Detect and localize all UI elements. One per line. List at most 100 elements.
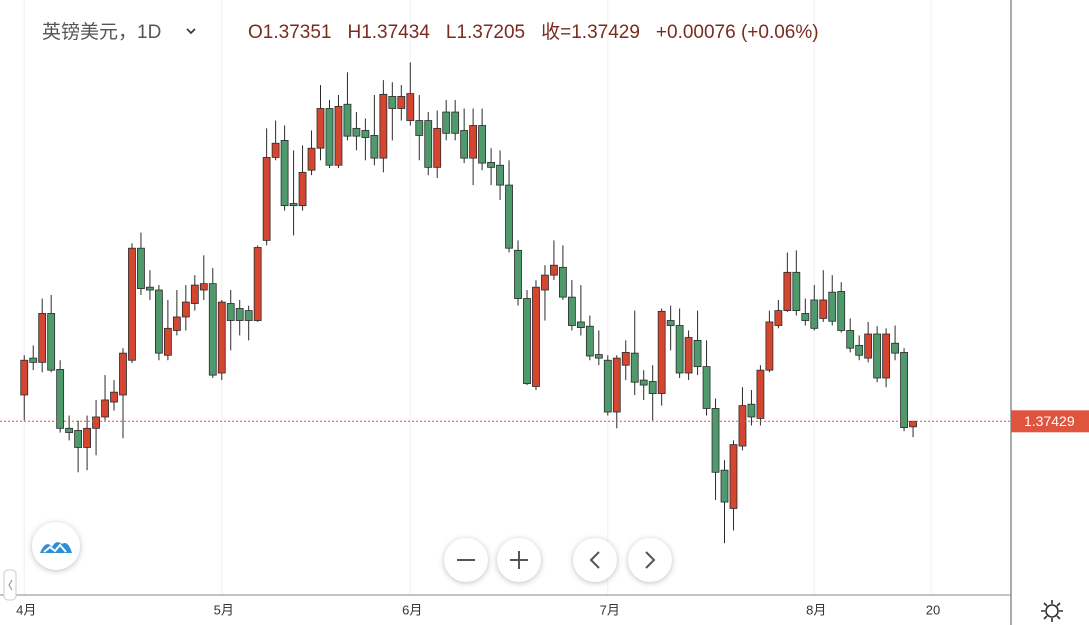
candle-body: [855, 344, 864, 356]
candle-body: [585, 325, 594, 357]
candle-body: [146, 286, 154, 291]
x-tick-label: 8月: [806, 602, 826, 617]
candle-body: [235, 308, 244, 321]
grid: 4月 5月 6月 7月 8月 20: [16, 0, 940, 617]
candle-body: [280, 140, 289, 207]
candle-body: [873, 333, 882, 379]
candle-body: [711, 408, 720, 473]
candle-body: [379, 93, 388, 159]
ohlc-value: L1.37205: [446, 22, 525, 43]
candle-body: [47, 313, 56, 371]
candle-body: [190, 284, 199, 304]
candle-body: [415, 120, 424, 136]
candle-body: [612, 357, 621, 413]
ohlc-header: O1.37351 H1.37434 L1.37205 收=1.37429 +0.0007…: [248, 21, 819, 43]
candle-body: [487, 161, 495, 168]
candle-body: [244, 310, 253, 321]
candle-body: [20, 359, 29, 396]
scroll-left-button[interactable]: [573, 538, 617, 582]
candle-body: [469, 125, 478, 159]
candle-body: [792, 271, 801, 312]
candle-body: [801, 313, 810, 321]
candle-body: [666, 320, 675, 326]
candle-body: [532, 286, 540, 387]
candle-body: [361, 130, 370, 138]
candle-body: [460, 130, 469, 159]
candle-body: [253, 247, 262, 321]
scroll-right-button[interactable]: [628, 538, 672, 582]
x-tick-label: 7月: [600, 602, 620, 617]
candle-body: [693, 339, 702, 368]
candle-body: [307, 147, 316, 171]
candle-body: [262, 157, 271, 241]
candle-body: [496, 164, 504, 186]
candle-body: [433, 127, 442, 168]
x-tick-label: 5月: [214, 602, 234, 617]
candle-body: [846, 330, 855, 349]
ohlc-value: O1.37351: [248, 22, 331, 43]
zoom-out-button[interactable]: [444, 538, 488, 582]
last-price-tag: [1011, 410, 1089, 433]
candle-body: [29, 357, 38, 363]
candle-body: [891, 342, 899, 354]
candle-body: [810, 299, 819, 329]
candle-body: [478, 125, 487, 164]
ohlc-value: H1.37434: [347, 22, 430, 43]
candle-body: [819, 299, 828, 319]
settings-gear[interactable]: [1041, 600, 1063, 622]
candle-body: [765, 321, 774, 371]
candle-body: [424, 120, 433, 168]
candle-body: [603, 359, 612, 413]
candle-body: [74, 430, 83, 448]
candle-body: [101, 399, 109, 418]
candle-body: [451, 111, 460, 134]
candle-body: [181, 301, 190, 318]
last-price-label: 1.37429: [1024, 413, 1075, 429]
candle-body: [559, 266, 567, 298]
candle-body: [738, 405, 747, 447]
candle-body: [550, 264, 558, 276]
candle-body: [289, 203, 298, 207]
candle-body: [541, 274, 549, 291]
candle-body: [370, 135, 379, 159]
symbol-chevron[interactable]: [186, 28, 196, 35]
logo[interactable]: [32, 522, 80, 570]
candle-body: [576, 321, 585, 329]
symbol[interactable]: 英镑美元，1D: [42, 21, 161, 43]
x-tick-label: 6月: [402, 602, 422, 617]
candle-body: [128, 247, 136, 361]
candle-body: [199, 283, 208, 291]
candle-body: [594, 354, 603, 359]
candle-body: [774, 310, 783, 326]
candle-body: [226, 303, 235, 321]
candle-body: [514, 249, 522, 299]
candle-body: [523, 298, 531, 385]
candle-body: [756, 369, 765, 419]
x-tick-label: 4月: [16, 602, 36, 617]
side-tab-arrow: [8, 579, 13, 591]
candle-body: [397, 96, 406, 109]
candle-body: [747, 403, 756, 418]
candle-body: [675, 325, 684, 374]
candle-body: [909, 420, 917, 428]
candle-body: [217, 301, 226, 374]
candle-body: [155, 289, 163, 354]
candle-body: [298, 171, 307, 207]
candle-body: [639, 379, 648, 386]
candle-body: [900, 352, 908, 429]
zoom-in-button[interactable]: [497, 538, 541, 582]
candle-body: [828, 291, 837, 322]
candle-body: [119, 352, 127, 396]
candle-body: [172, 316, 181, 331]
candle-body: [56, 369, 65, 429]
side-tab[interactable]: [3, 569, 17, 601]
candle-body: [837, 291, 846, 331]
candle-body: [684, 337, 693, 374]
candle-body: [648, 381, 657, 394]
candle-body: [657, 310, 666, 394]
candle-body: [92, 416, 100, 429]
candle-body: [83, 427, 91, 448]
candle-body: [65, 427, 74, 433]
candle-body: [334, 105, 343, 166]
